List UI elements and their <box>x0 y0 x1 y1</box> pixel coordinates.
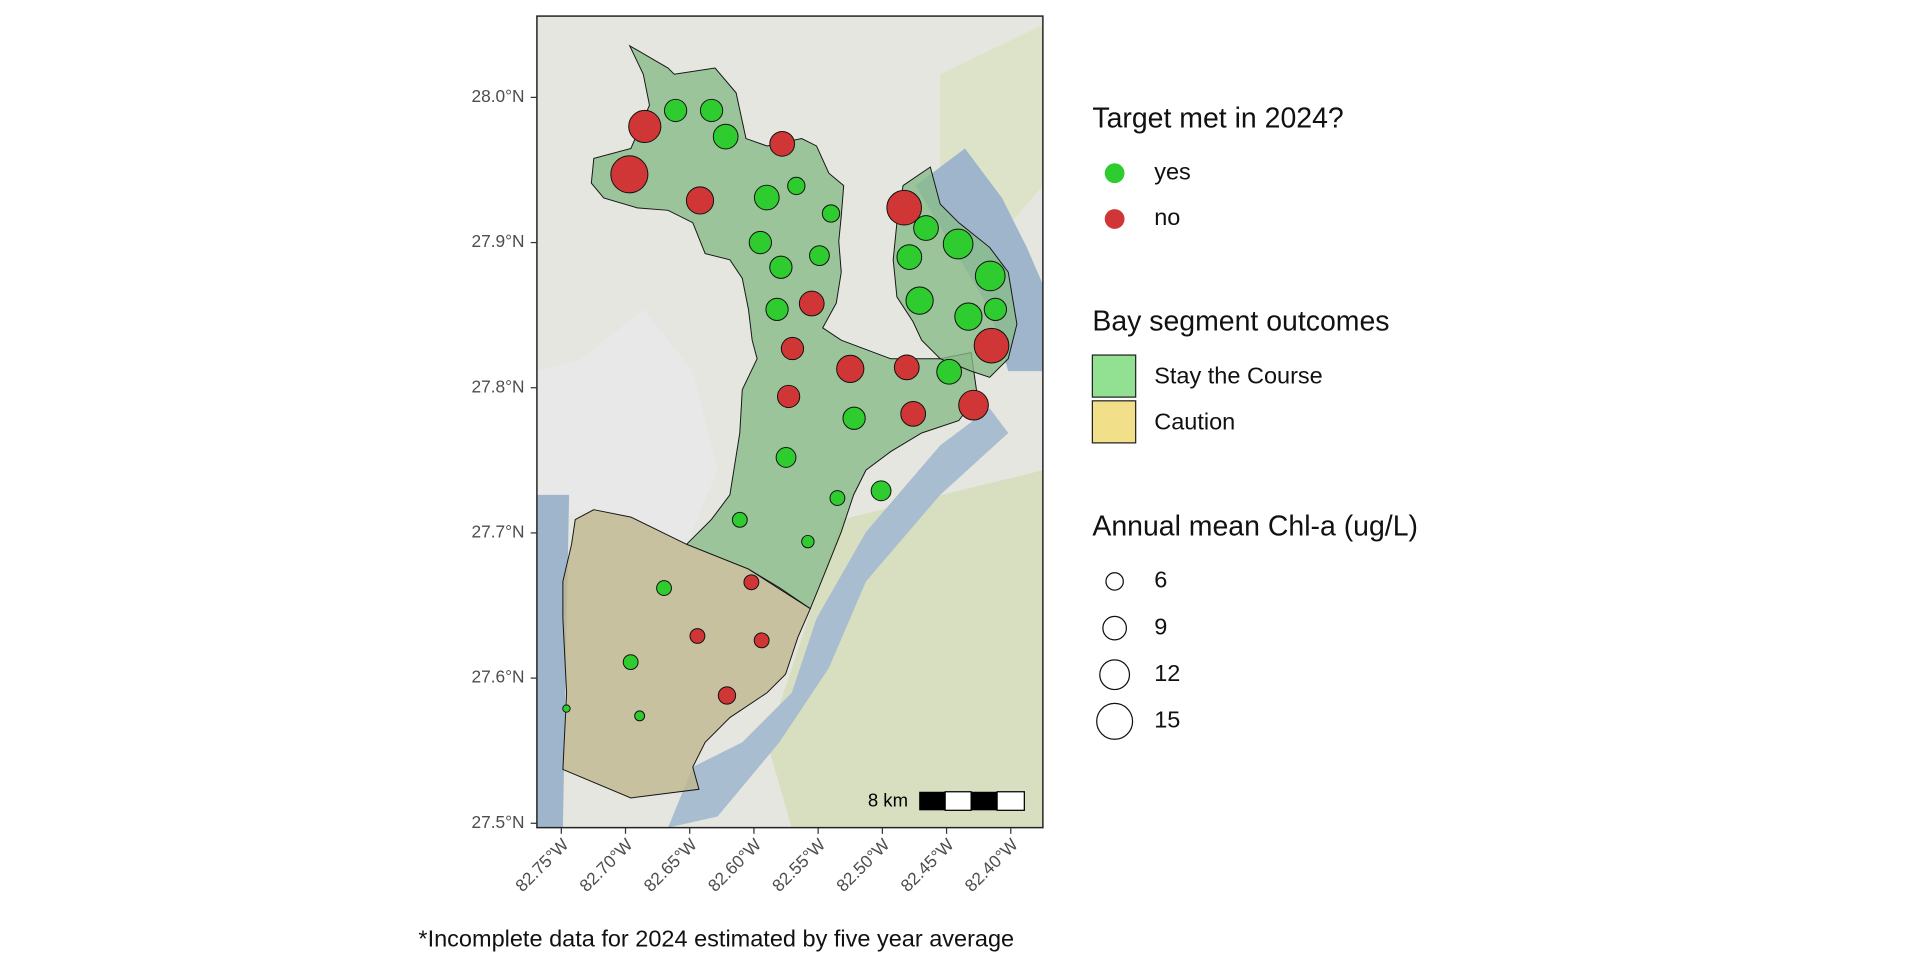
station-point <box>821 204 841 223</box>
legend-swatch <box>1091 354 1137 398</box>
station-point <box>743 574 760 591</box>
station-point <box>842 406 866 430</box>
segment-area <box>590 44 978 610</box>
x-tick-label: 82.40°W <box>961 834 1023 896</box>
station-point <box>893 354 920 381</box>
legend-label: Caution <box>1154 408 1235 434</box>
scale-bar-label: 8 km <box>868 790 908 811</box>
y-tick-label: 27.5°N <box>471 812 524 832</box>
station-point <box>685 186 715 215</box>
y-tick-label: 27.7°N <box>471 521 524 541</box>
legend-size-marker <box>1105 572 1124 591</box>
legend-label: 15 <box>1154 707 1180 733</box>
station-point <box>809 245 830 267</box>
legend-label: 6 <box>1154 567 1167 593</box>
legend-label: 9 <box>1154 613 1167 639</box>
scale-bar-block <box>971 791 998 811</box>
scale-bar-block <box>919 791 946 811</box>
scale-bar: 8 km <box>868 790 1025 811</box>
station-point <box>787 176 806 196</box>
legend-label: no <box>1154 204 1180 230</box>
legend-size-marker <box>1096 702 1134 740</box>
station-point <box>731 511 748 528</box>
caption: *Incomplete data for 2024 estimated by f… <box>418 925 1014 951</box>
station-point <box>973 327 1010 364</box>
x-tick-label: 82.50°W <box>832 834 894 896</box>
y-tick-label: 28.0°N <box>471 86 524 106</box>
x-tick-label: 82.75°W <box>511 834 573 896</box>
station-point <box>801 534 815 549</box>
station-point <box>936 358 963 385</box>
legend-label: 12 <box>1154 660 1180 686</box>
legend-title: Target met in 2024? <box>1092 103 1343 135</box>
station-point <box>870 480 892 502</box>
station-point <box>776 384 801 409</box>
station-point <box>896 244 923 270</box>
legend-label: Stay the Course <box>1154 363 1323 389</box>
legend-size-marker <box>1102 615 1128 641</box>
basemap-water <box>668 408 1009 828</box>
station-point <box>886 189 923 226</box>
station-point <box>905 286 934 315</box>
x-tick-label: 82.65°W <box>640 834 702 896</box>
legend-marker <box>1104 163 1125 184</box>
points <box>562 98 1010 722</box>
station-point <box>712 123 739 150</box>
scale-bar-block <box>944 791 972 811</box>
station-point <box>622 654 639 671</box>
x-tick-label: 82.55°W <box>768 834 830 896</box>
legend-title: Annual mean Chl-a (ug/L) <box>1092 511 1418 543</box>
station-point <box>765 297 789 321</box>
station-point <box>942 228 974 260</box>
station-point <box>780 336 805 361</box>
station-point <box>983 297 1007 321</box>
station-point <box>753 632 770 649</box>
station-point <box>958 389 989 421</box>
station-point <box>610 155 649 194</box>
station-point <box>717 686 737 705</box>
legend-size-marker <box>1099 659 1131 691</box>
station-point <box>689 628 706 644</box>
basemap-land-green <box>767 470 1043 828</box>
y-tick-label: 27.6°N <box>471 667 524 687</box>
legend-label: yes <box>1154 158 1191 184</box>
station-point <box>913 215 939 241</box>
station-point <box>663 98 688 123</box>
station-point <box>699 98 724 123</box>
station-point <box>769 255 793 279</box>
legend-title: Bay segment outcomes <box>1092 305 1389 337</box>
basemap-urban <box>536 309 718 545</box>
station-point <box>562 704 571 713</box>
station-point <box>900 401 927 427</box>
station-point <box>954 302 983 331</box>
station-point <box>753 184 780 211</box>
plot-border <box>536 15 1044 829</box>
scale-bar-block <box>996 791 1025 811</box>
x-tick-label: 82.45°W <box>896 834 958 896</box>
station-point <box>829 490 846 506</box>
station-point <box>634 710 646 722</box>
station-point <box>628 109 662 143</box>
y-tick-label: 27.8°N <box>471 376 524 396</box>
station-point <box>836 354 865 383</box>
basemap-water <box>536 494 570 828</box>
station-point <box>769 130 796 157</box>
station-point <box>974 260 1006 292</box>
y-tick-label: 27.9°N <box>471 231 524 251</box>
legend-swatch <box>1091 400 1137 444</box>
x-tick-label: 82.70°W <box>575 834 637 896</box>
x-tick-label: 82.60°W <box>704 834 766 896</box>
station-point <box>798 290 825 317</box>
station-point <box>656 580 672 597</box>
legend-marker <box>1104 209 1125 229</box>
station-point <box>775 447 797 468</box>
station-point <box>748 230 772 255</box>
